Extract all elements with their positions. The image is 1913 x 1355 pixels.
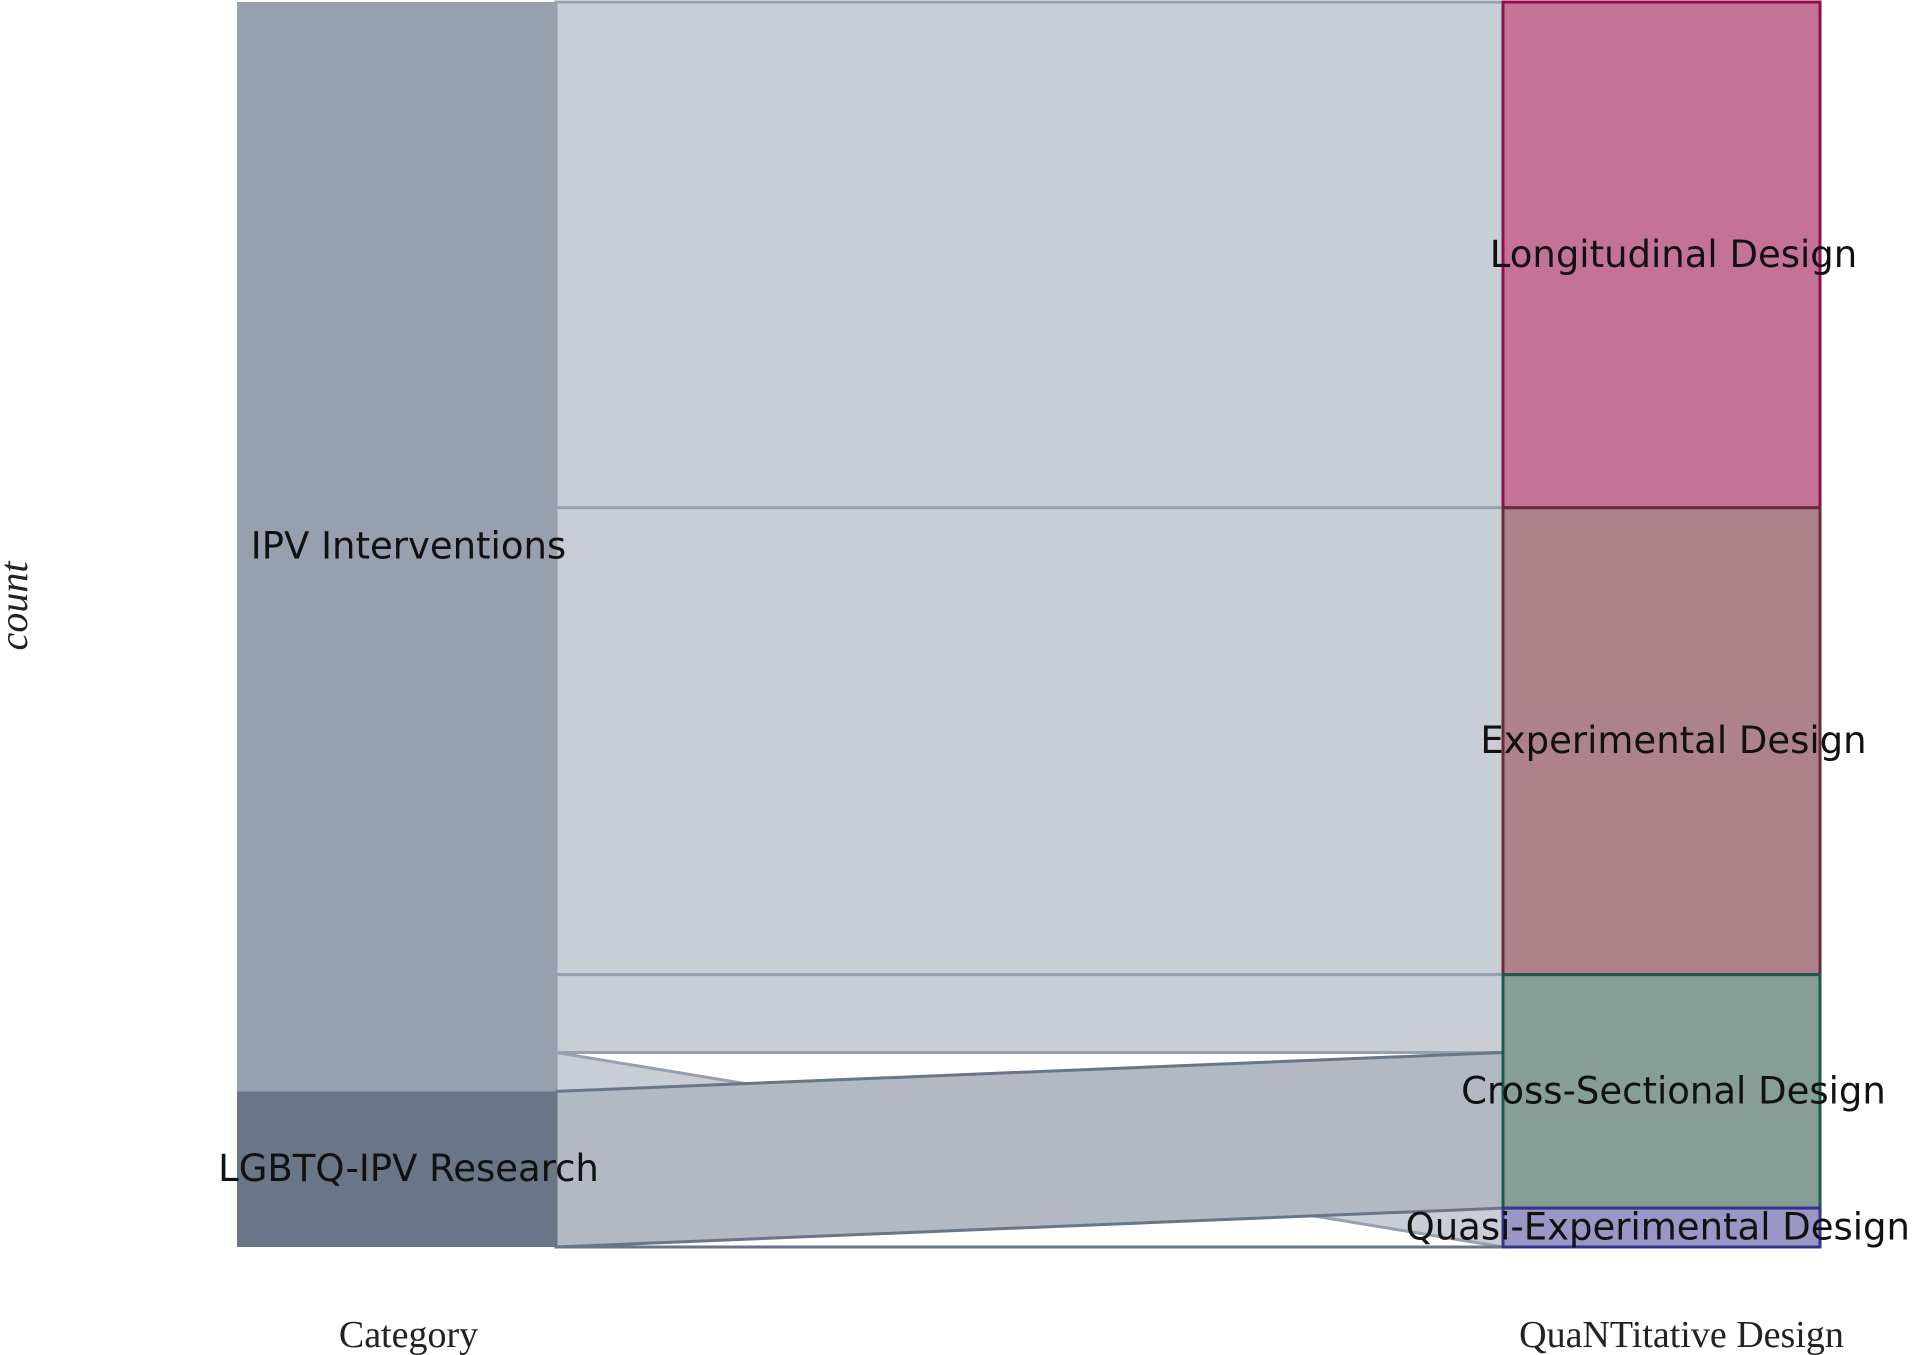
node-label-cross-sectional-design: Cross-Sectional Design (1461, 1069, 1886, 1112)
node-longitudinal-design (1501, 0, 1822, 510)
flow-layer (554, 0, 1505, 1249)
node-quasi-experimental-design (1501, 1206, 1822, 1249)
node-label-ipv-interventions: IPV Interventions (251, 525, 566, 568)
node-cross-sectional-design (1501, 973, 1822, 1210)
node-label-longitudinal-design: Longitudinal Design (1490, 233, 1857, 276)
axis-label-category: Category (339, 1314, 478, 1355)
y-axis-label: count (0, 561, 36, 651)
flow-ipv-interventions-to-cross-sectional-design (554, 973, 1505, 1054)
flow-ipv-interventions-to-longitudinal-design (554, 0, 1505, 510)
node-experimental-design (1501, 506, 1822, 977)
node-layer (237, 0, 1822, 1249)
node-label-quasi-experimental-design: Quasi-Experimental Design (1406, 1206, 1910, 1249)
flow-ipv-interventions-to-experimental-design (554, 506, 1505, 977)
node-ipv-interventions (237, 2, 556, 1092)
node-label-lgbtq-ipv-research: LGBTQ-IPV Research (218, 1147, 599, 1190)
node-lgbtq-ipv-research (237, 1091, 556, 1247)
axis-label-quantitative-design: QuaNTitative Design (1519, 1314, 1844, 1355)
label-layer: IPV Interventions LGBTQ-IPV Research Longi… (218, 233, 1910, 1249)
node-label-experimental-design: Experimental Design (1480, 719, 1866, 762)
